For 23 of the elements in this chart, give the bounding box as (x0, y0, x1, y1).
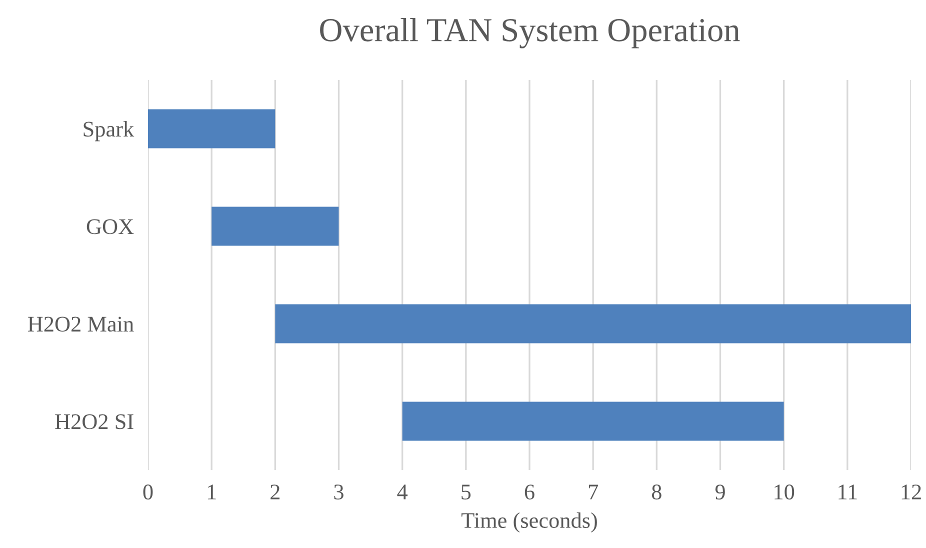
x-tick-label: 4 (397, 484, 408, 500)
x-tick-label: 1 (208, 484, 216, 500)
x-tick-label: 12 (902, 484, 921, 500)
bar (275, 304, 911, 344)
x-tick-label: 10 (774, 484, 794, 500)
x-tick-label: 8 (652, 484, 662, 500)
y-tick-label: GOX (86, 219, 134, 234)
x-tick-label: 2 (270, 484, 280, 500)
y-tick-label: H2O2 Main (28, 316, 134, 332)
chart-title: Overall TAN System Operation (320, 18, 740, 48)
x-axis-title: Time (seconds) (461, 512, 597, 533)
x-tick-label: 9 (715, 484, 725, 500)
x-tick-label: 7 (588, 484, 598, 500)
x-tick-label: 0 (143, 484, 153, 500)
y-tick-label: Spark (84, 121, 134, 142)
y-tick-label: H2O2 SI (55, 414, 134, 430)
x-tick-label: 3 (334, 484, 344, 500)
bar (402, 402, 784, 441)
x-tick-label: 6 (524, 484, 534, 500)
x-tick-label: 11 (838, 484, 857, 500)
x-tick-label: 5 (462, 484, 471, 500)
bar (148, 109, 276, 148)
bar (212, 206, 339, 246)
